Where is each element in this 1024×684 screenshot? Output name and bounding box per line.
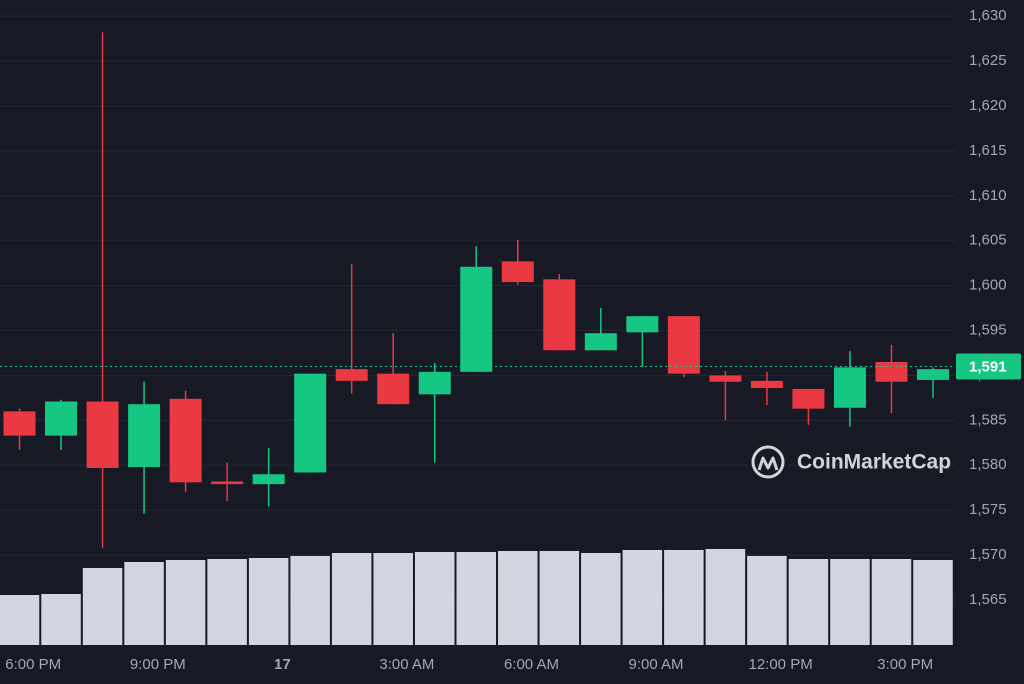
y-tick-label: 1,610 (969, 187, 1007, 204)
volume-bar (82, 568, 123, 645)
x-tick-label: 6:00 PM (5, 656, 61, 673)
candle-body (709, 375, 742, 382)
volume-bar (705, 549, 746, 645)
watermark-text: CoinMarketCap (797, 451, 951, 474)
y-tick-label: 1,595 (969, 322, 1007, 339)
candle-body (418, 371, 451, 395)
volume-bar (498, 551, 538, 645)
candle-body (792, 388, 825, 409)
volume-bar (539, 551, 580, 645)
x-tick-label: 3:00 PM (877, 656, 933, 673)
last-price-label: 1,591 (969, 358, 1007, 375)
volume-bar (581, 553, 621, 645)
volume-bar (788, 559, 829, 645)
volume-bar (664, 550, 704, 645)
volume-bar (248, 558, 289, 645)
candle-body (626, 316, 659, 333)
y-tick-label: 1,585 (969, 411, 1007, 428)
y-tick-label: 1,630 (969, 7, 1007, 24)
volume-bars (0, 549, 953, 645)
candle-body (45, 401, 78, 436)
candle-body (916, 369, 949, 380)
candle-body (833, 367, 866, 408)
candle-body (128, 404, 161, 468)
volume-bar (747, 556, 787, 645)
candle-body (294, 373, 327, 473)
y-tick-label: 1,565 (969, 591, 1007, 608)
volume-bar (456, 552, 497, 645)
volume-bar (331, 553, 372, 645)
volume-bar (414, 552, 455, 645)
last-price-box (956, 353, 1021, 380)
volume-bar (41, 594, 81, 645)
volume-bar (373, 553, 413, 645)
y-tick-label: 1,615 (969, 142, 1007, 159)
grid (0, 15, 955, 601)
y-tick-label: 1,620 (969, 97, 1007, 114)
candle-body (543, 279, 576, 351)
candle-body (169, 398, 202, 483)
candle-body (252, 474, 285, 485)
axes: 1,5651,5701,5751,5801,5851,5901,5951,600… (0, 7, 1021, 673)
volume-bar (0, 595, 40, 645)
volume-bar (913, 560, 953, 645)
volume-bar (622, 550, 663, 645)
volume-bar (290, 556, 330, 645)
x-tick-label: 6:00 AM (504, 656, 559, 673)
watermark: CoinMarketCap (751, 445, 951, 479)
candle-body (750, 380, 783, 389)
volume-bar (871, 559, 912, 645)
y-tick-label: 1,570 (969, 546, 1007, 563)
volume-bar (207, 559, 247, 645)
y-tick-label: 1,580 (969, 456, 1007, 473)
candle-body (335, 369, 368, 381)
y-tick-label: 1,575 (969, 501, 1007, 518)
y-tick-label: 1,600 (969, 277, 1007, 294)
y-tick-label: 1,625 (969, 52, 1007, 69)
candle-body (584, 333, 617, 351)
candle-body (377, 373, 410, 405)
y-tick-label: 1,605 (969, 232, 1007, 249)
volume-bar (830, 559, 870, 645)
candle-body (86, 401, 119, 468)
candles (3, 32, 949, 548)
volume-bar (165, 560, 206, 645)
candle-body (211, 481, 244, 485)
candle-body (875, 361, 908, 382)
candle-body (667, 316, 700, 374)
watermark-logo (751, 445, 785, 479)
volume-bar (124, 562, 164, 645)
x-tick-label: 12:00 PM (748, 656, 812, 673)
candle-body (501, 261, 534, 283)
x-tick-label: 9:00 AM (629, 656, 684, 673)
candle-body (3, 411, 36, 436)
x-tick-label: 17 (274, 656, 291, 673)
candle-body (460, 266, 493, 372)
watermark-logo-mark (757, 456, 779, 471)
x-tick-label: 9:00 PM (130, 656, 186, 673)
x-tick-label: 3:00 AM (379, 656, 434, 673)
